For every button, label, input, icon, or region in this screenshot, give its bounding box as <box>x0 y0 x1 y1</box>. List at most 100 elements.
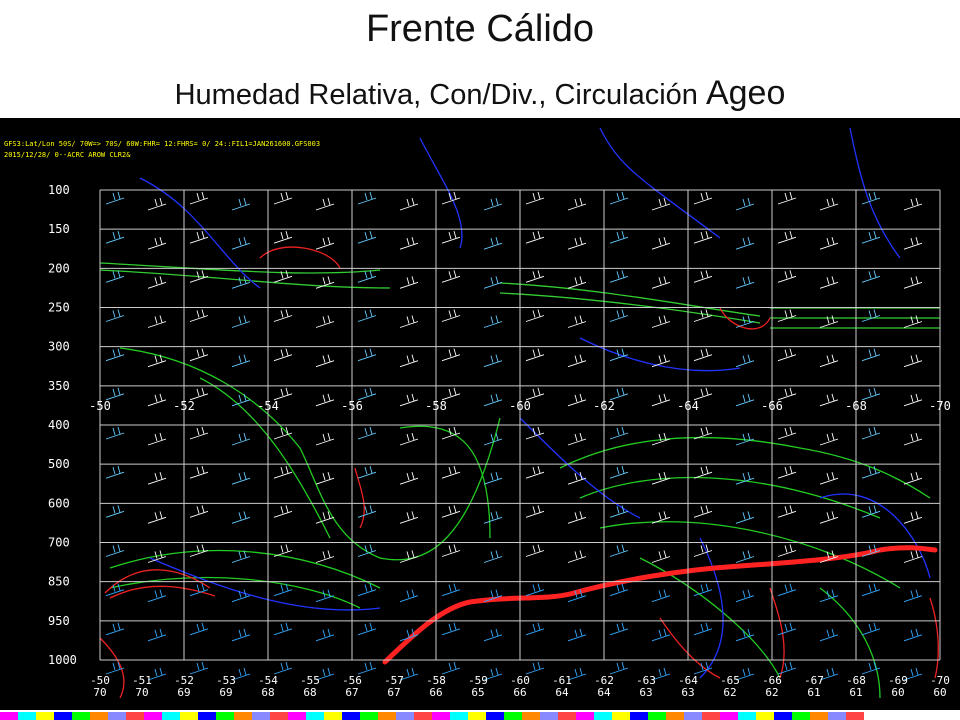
wind-barb <box>483 667 503 681</box>
wind-barb <box>525 583 545 597</box>
pressure-label: 150 <box>48 222 70 236</box>
wind-barb <box>273 426 293 440</box>
wind-barb <box>651 276 671 289</box>
wind-barb <box>525 426 545 440</box>
wind-barb <box>105 387 125 401</box>
colorbar-cell <box>666 712 684 720</box>
pressure-label: 950 <box>48 614 70 628</box>
bottom-latitude: 62 <box>765 686 778 699</box>
bottom-latitude: 68 <box>261 686 274 699</box>
colorbar-cell <box>504 712 522 720</box>
wind-barb <box>777 231 797 244</box>
wind-barb <box>105 348 125 362</box>
bottom-longitude: -61 <box>552 674 572 687</box>
bottom-longitude: -67 <box>804 674 824 687</box>
wind-barb <box>777 622 797 636</box>
wind-barb <box>567 197 587 211</box>
wind-barb <box>483 276 503 289</box>
wind-barb <box>399 550 419 563</box>
colorbar-cell <box>72 712 90 720</box>
wind-barb <box>819 589 839 603</box>
colorbar-cell <box>522 712 540 720</box>
colorbar-cell <box>414 712 432 720</box>
bottom-longitude: -70 <box>930 674 950 687</box>
wind-barb <box>777 191 797 205</box>
wind-barb <box>441 191 461 205</box>
wind-barb <box>735 315 755 328</box>
wind-barb <box>189 191 209 205</box>
wind-barb <box>105 191 125 205</box>
cross-section: GFS3:Lat/Lon 50S/ 70W=> 70S/ 60W:FHR= 12… <box>0 118 960 720</box>
wind-barb <box>441 387 461 401</box>
wind-barb <box>903 511 923 524</box>
mid-longitude: -62 <box>593 399 615 413</box>
wind-barb <box>231 237 251 250</box>
wind-barb <box>357 191 377 205</box>
wind-barb <box>651 511 671 524</box>
bottom-longitude: -68 <box>846 674 866 687</box>
colorbar-cell <box>756 712 774 720</box>
title: Frente Cálido <box>365 8 595 50</box>
colorbar-cell <box>108 712 126 720</box>
wind-barb <box>651 315 671 328</box>
wind-barb <box>399 589 419 603</box>
wind-barb <box>399 667 419 681</box>
wind-barb <box>189 622 209 636</box>
wind-barb <box>651 432 671 446</box>
colorbar-cell <box>576 712 594 720</box>
colorbar-cell <box>558 712 576 720</box>
wind-barb <box>357 544 377 557</box>
wind-barb <box>693 309 713 322</box>
wind-barb <box>105 622 125 636</box>
wind-barb <box>651 628 671 642</box>
wind-barb <box>567 237 587 250</box>
mid-longitude: -66 <box>761 399 783 413</box>
colorbar-cell <box>360 712 378 720</box>
wind-barb <box>357 309 377 322</box>
wind-barb <box>819 354 839 368</box>
bottom-longitude: -51 <box>132 674 152 687</box>
wind-barb <box>231 628 251 642</box>
wind-barb <box>231 393 251 407</box>
colorbar-cell <box>702 712 720 720</box>
wind-barb <box>861 348 881 362</box>
wind-barb <box>147 197 167 211</box>
pressure-label: 1000 <box>48 653 77 667</box>
wind-barb <box>147 393 167 407</box>
wind-barb <box>147 511 167 524</box>
wind-barb <box>903 472 923 485</box>
wind-barb <box>399 472 419 485</box>
wind-barb <box>735 667 755 681</box>
wind-barb <box>693 466 713 479</box>
pressure-label: 850 <box>48 575 70 589</box>
colorbar-cell <box>270 712 288 720</box>
colorbar-cell <box>216 712 234 720</box>
colorbar-cell <box>378 712 396 720</box>
colorbar-cell <box>0 712 18 720</box>
bottom-longitude: -54 <box>258 674 278 687</box>
wind-barb <box>903 628 923 642</box>
bottom-latitude: 60 <box>891 686 904 699</box>
wind-barb <box>735 589 755 603</box>
wind-barb <box>315 393 335 407</box>
wind-barb <box>609 544 629 557</box>
wind-barb <box>903 667 923 681</box>
wind-barb <box>189 661 209 675</box>
wind-barb <box>105 466 125 479</box>
wind-barb <box>399 628 419 642</box>
pressure-label: 100 <box>48 183 70 197</box>
mid-longitude: -52 <box>173 399 195 413</box>
pressure-label: 500 <box>48 457 70 471</box>
bottom-longitude: -62 <box>594 674 614 687</box>
colorbar-cell <box>612 712 630 720</box>
colorbar-cell <box>630 712 648 720</box>
colorbar-cell <box>810 712 828 720</box>
wind-barb <box>357 583 377 597</box>
wind-barb <box>693 348 713 362</box>
wind-barb <box>609 426 629 440</box>
wind-barb <box>609 191 629 205</box>
wind-barb <box>483 393 503 407</box>
colorbar-cell <box>432 712 450 720</box>
wind-barb <box>189 505 209 518</box>
